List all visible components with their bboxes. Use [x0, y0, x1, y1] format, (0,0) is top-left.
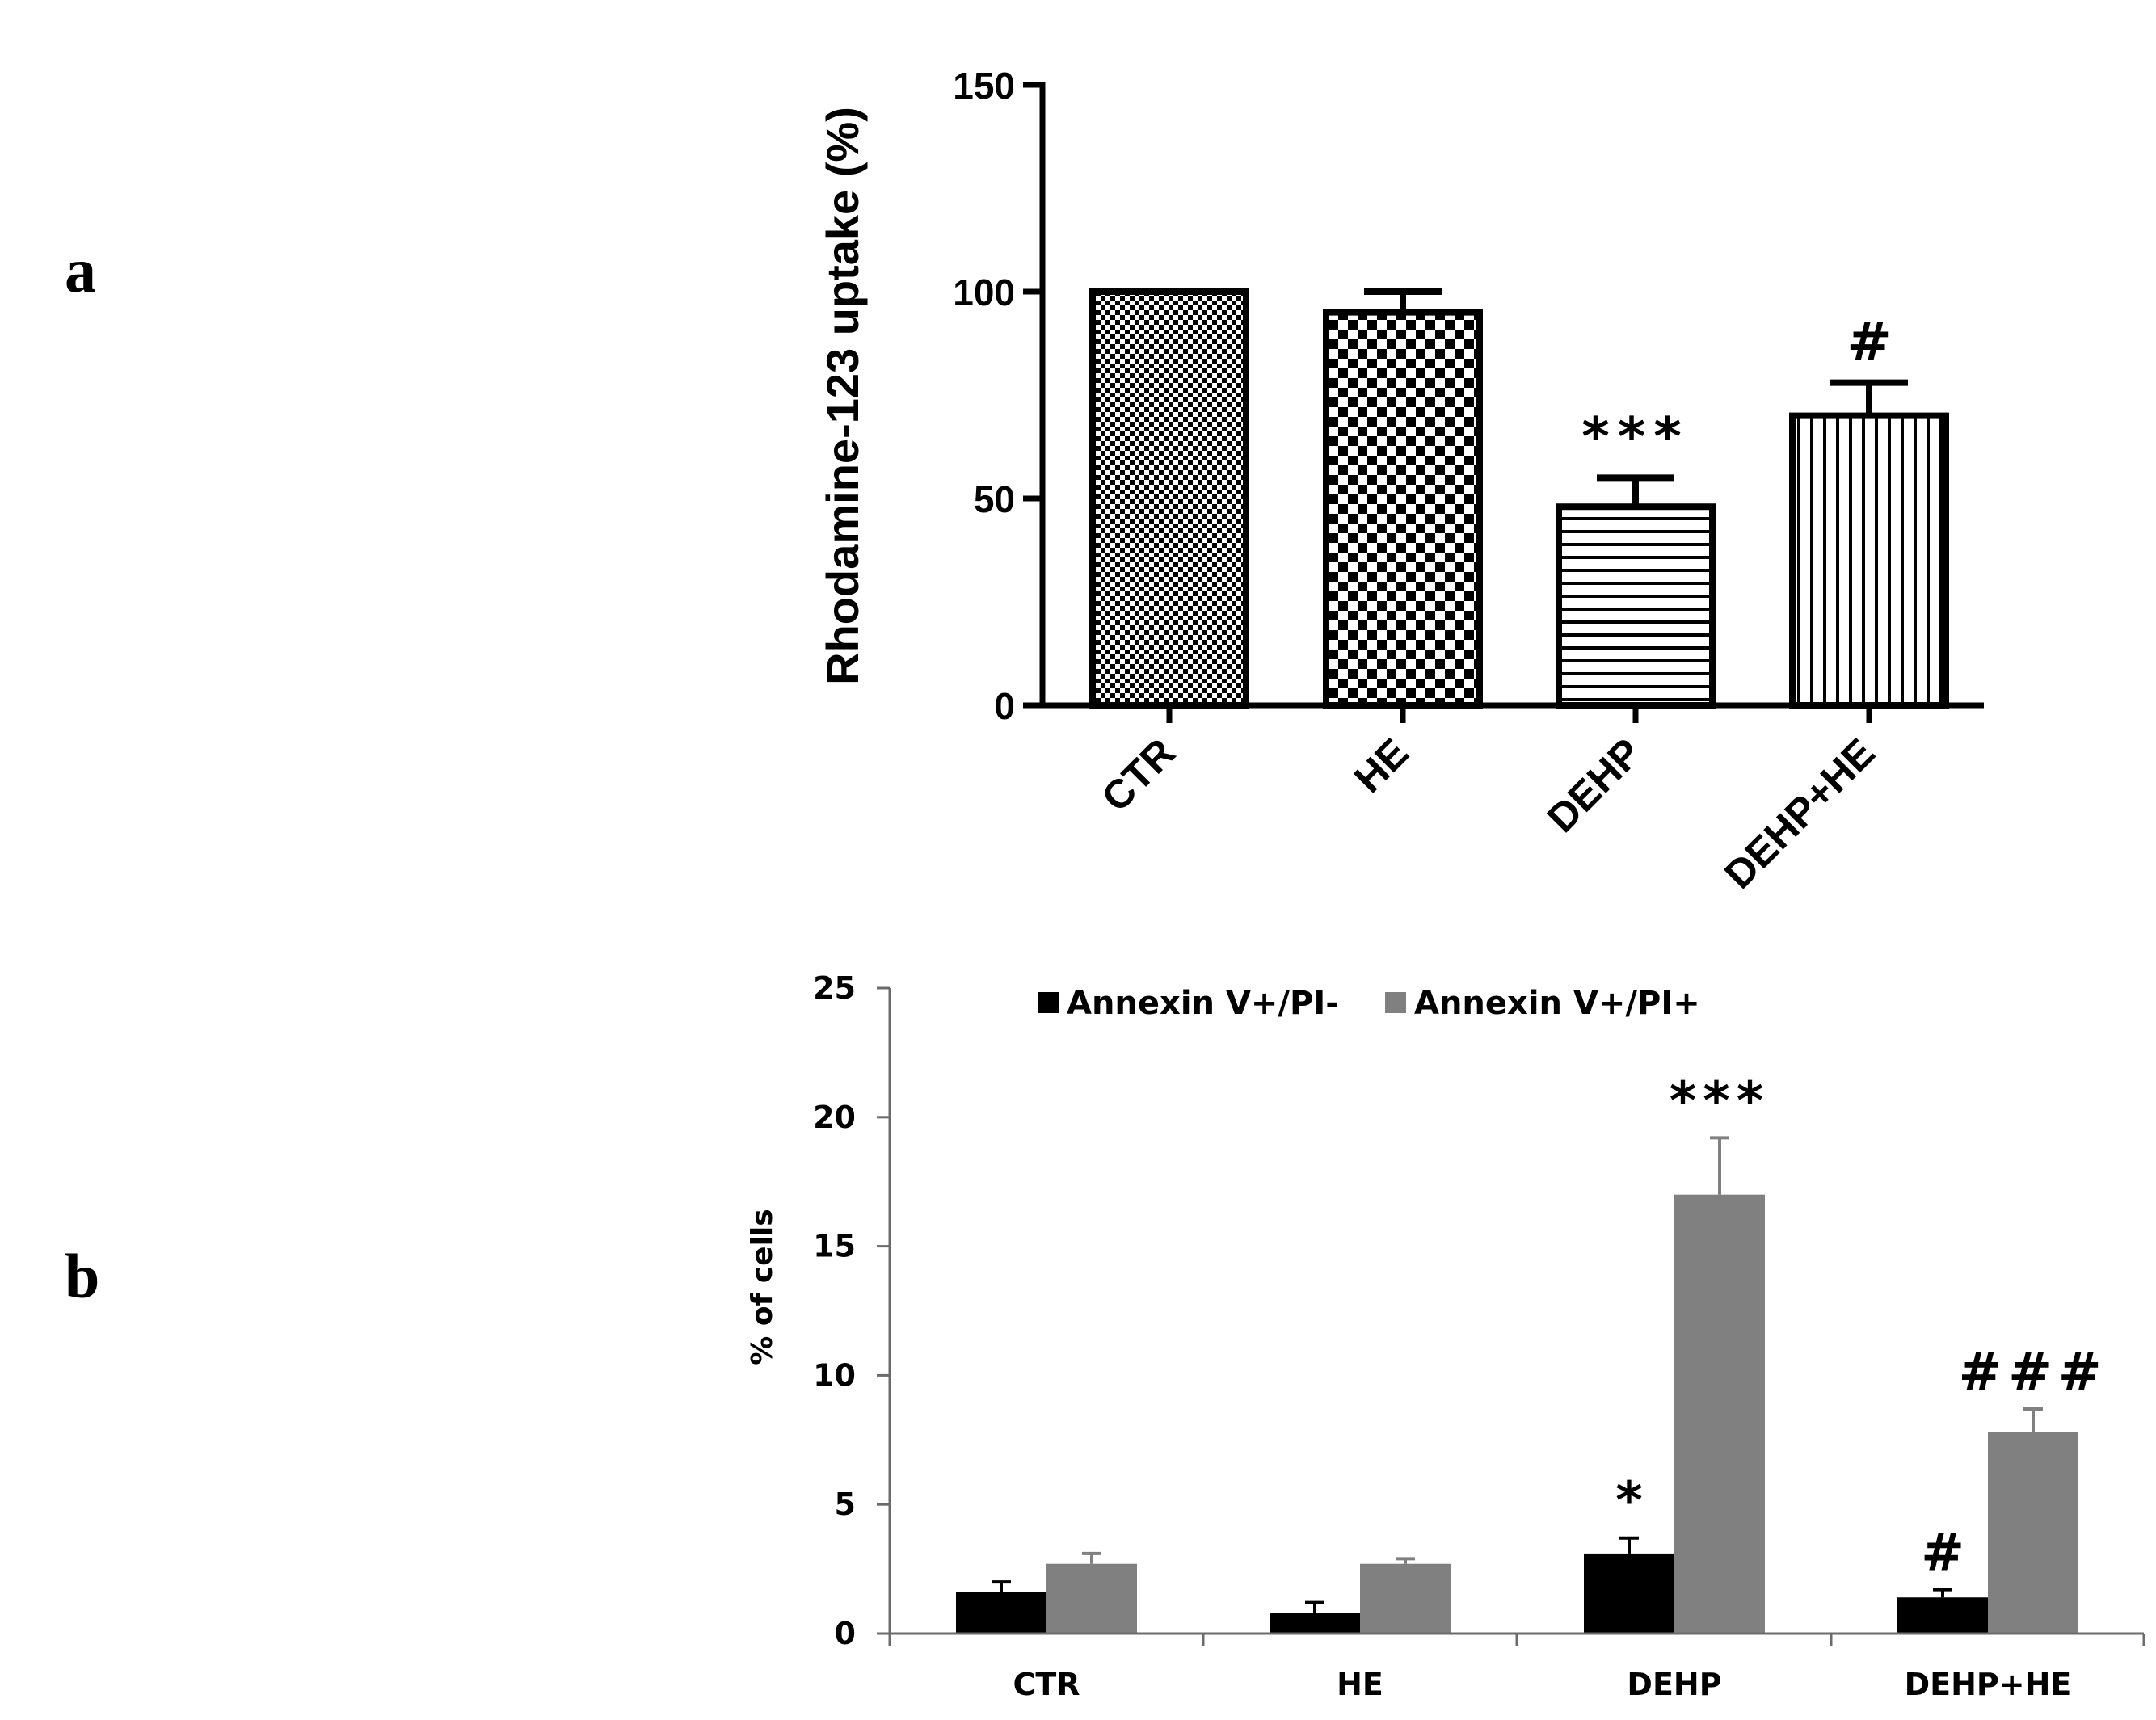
chart-b-bar-pi-pos-dehp-plus-he [1988, 1432, 2078, 1634]
legend-label-pi-pos: Annexin V+/PI+ [1414, 985, 1700, 1022]
chart-a-x-tick-label: CTR [1093, 730, 1184, 820]
chart-b-bar-pi-neg-he [1270, 1613, 1360, 1634]
chart-b-bar-pi-neg-ctr [956, 1592, 1046, 1634]
chart-a-annotation: # [1846, 311, 1891, 373]
chart-b-y-tick-label: 20 [813, 1100, 856, 1135]
legend-swatch-pi-neg [1038, 992, 1059, 1013]
chart-b-y-axis-label: % of cells [746, 1209, 779, 1365]
chart-b-bar-pi-neg-dehp-plus-he [1897, 1597, 1988, 1634]
chart-a-y-tick-label: 150 [953, 65, 1015, 107]
chart-b-x-tick-label: DEHP [1627, 1667, 1721, 1702]
chart-b-x-tick-label: HE [1337, 1667, 1383, 1702]
panel-label-a: a [65, 235, 96, 305]
chart-b-y-tick-label: 15 [813, 1229, 856, 1264]
chart-b-legend: Annexin V+/PI- Annexin V+/PI+ [1038, 985, 1700, 1022]
chart-b-x-tick-label: DEHP+HE [1905, 1667, 2072, 1702]
chart-a-bar-ctr [1089, 288, 1249, 709]
chart-b: * # *** ### 0 5 10 15 20 25 CTR HE DEHP DEHP+HE % of c… [746, 970, 2145, 1702]
chart-b-annotation: # [1921, 1524, 1964, 1583]
chart-b-y-tick-label: 10 [813, 1357, 856, 1393]
chart-b-bar-pi-pos-dehp [1674, 1194, 1765, 1634]
legend-swatch-pi-pos [1385, 992, 1406, 1013]
chart-b-annotation: ### [1959, 1343, 2108, 1402]
chart-a-bar-dehp-plus-he [1789, 412, 1949, 709]
chart-a-y-tick-label: 100 [953, 271, 1015, 313]
chart-b-bar-pi-pos-he [1360, 1563, 1451, 1634]
chart-b-y-tick-label: 0 [835, 1616, 856, 1651]
chart-a-x-tick-label: DEHP+HE [1716, 730, 1884, 898]
chart-a: *** #0 50 100 150 CTR HE DEHP DEHP+HE Rhodamine-1… [817, 65, 1984, 898]
chart-b-bar-pi-pos-ctr [1046, 1563, 1137, 1634]
chart-b-bar-pi-neg-dehp [1584, 1553, 1674, 1634]
legend-label-pi-neg: Annexin V+/PI- [1067, 985, 1339, 1022]
panel-label-b: b [65, 1241, 100, 1311]
chart-a-y-axis-label: Rhodamine-123 uptake (%) [817, 107, 868, 685]
chart-b-annotation: * [1615, 1472, 1642, 1532]
chart-a-x-tick-label: DEHP [1539, 730, 1650, 841]
chart-a-annotation: *** [1581, 406, 1690, 468]
chart-b-x-tick-label: CTR [1013, 1667, 1080, 1702]
chart-b-annotation: *** [1670, 1071, 1770, 1131]
chart-a-bar-dehp [1556, 503, 1716, 709]
chart-b-y-tick-label: 5 [835, 1487, 856, 1522]
chart-a-y-tick-label: 0 [994, 685, 1015, 727]
chart-a-bar-he [1323, 309, 1483, 709]
chart-a-x-tick-label: HE [1345, 730, 1417, 801]
chart-a-y-tick-label: 50 [974, 478, 1015, 520]
chart-b-y-tick-label: 25 [813, 970, 856, 1006]
